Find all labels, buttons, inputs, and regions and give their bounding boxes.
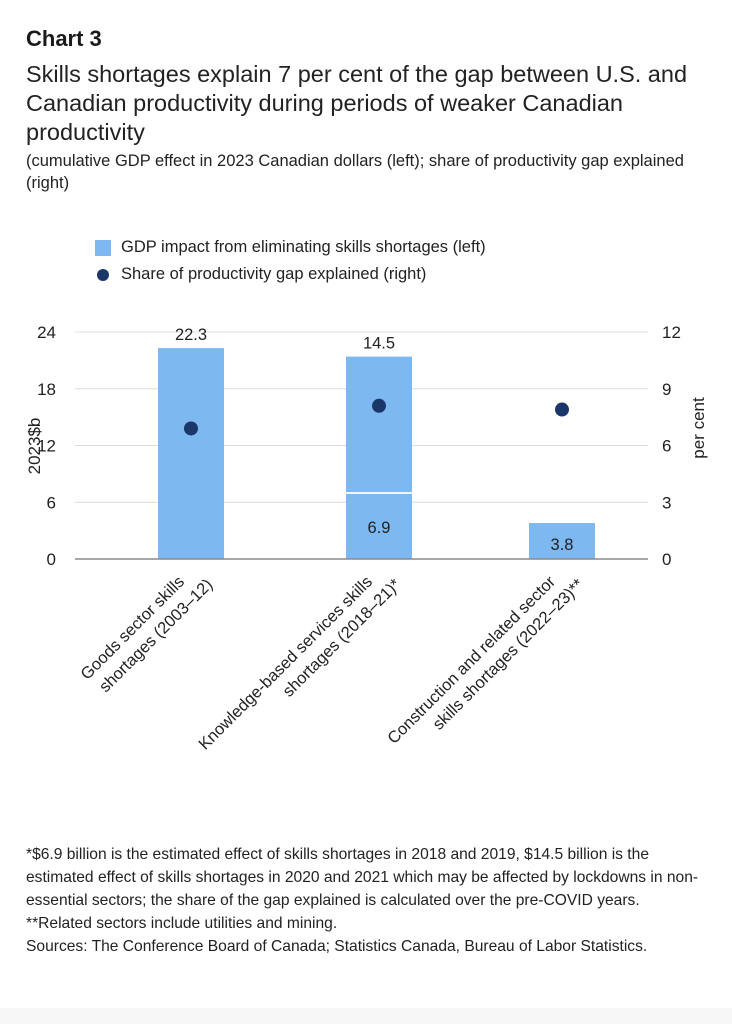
y-tick-right: 6 xyxy=(662,437,671,456)
y-tick-right: 3 xyxy=(662,493,671,512)
legend-item-share-gap: Share of productivity gap explained (rig… xyxy=(95,261,486,288)
legend-item-gdp-impact: GDP impact from eliminating skills short… xyxy=(95,234,486,261)
share-dot xyxy=(372,398,386,413)
chart-notes: *$6.9 billion is the estimated effect of… xyxy=(26,843,716,958)
sources-note: Sources: The Conference Board of Canada;… xyxy=(26,938,648,955)
y-axis-title-left: 2023$b xyxy=(25,418,44,475)
bar xyxy=(346,493,412,559)
y-tick-left: 12 xyxy=(37,437,56,456)
data-label: 14.5 xyxy=(363,335,395,353)
y-tick-left: 18 xyxy=(37,380,56,399)
x-tick-label: Knowledge-based services skillsshortages… xyxy=(195,573,404,754)
footnote-1: *$6.9 billion is the estimated effect of… xyxy=(26,846,699,909)
legend: GDP impact from eliminating skills short… xyxy=(95,234,486,288)
x-tick-label-line: skills shortages (2022–23)** xyxy=(429,575,587,733)
y-tick-right: 12 xyxy=(662,323,681,342)
y-tick-left: 24 xyxy=(37,323,56,342)
y-tick-right: 0 xyxy=(662,550,671,569)
legend-label: GDP impact from eliminating skills short… xyxy=(121,238,486,256)
x-tick-label-line: Construction and related sector xyxy=(384,572,559,747)
chart-number: Chart 3 xyxy=(26,26,102,51)
data-label: 6.9 xyxy=(368,519,391,537)
y-axis-title-right: per cent xyxy=(689,397,708,459)
x-tick-label-line: Knowledge-based services skills xyxy=(195,573,376,754)
y-tick-right: 9 xyxy=(662,380,671,399)
legend-dot-icon xyxy=(97,268,109,281)
bar xyxy=(529,523,595,559)
chart-subtitle: (cumulative GDP effect in 2023 Canadian … xyxy=(26,152,684,192)
bar-stack-segment xyxy=(346,356,412,493)
data-label: 22.3 xyxy=(175,326,207,344)
data-label: 3.8 xyxy=(551,536,574,554)
share-dot xyxy=(184,421,198,436)
bar xyxy=(158,348,224,559)
share-dot xyxy=(555,402,569,417)
legend-label: Share of productivity gap explained (rig… xyxy=(121,265,427,283)
legend-square-icon xyxy=(95,239,111,256)
y-tick-left: 6 xyxy=(47,493,56,512)
footnote-2: **Related sectors include utilities and … xyxy=(26,915,338,932)
bottom-band xyxy=(0,1008,732,1024)
chart-title: Skills shortages explain 7 per cent of t… xyxy=(26,61,688,145)
y-tick-left: 0 xyxy=(47,550,56,569)
